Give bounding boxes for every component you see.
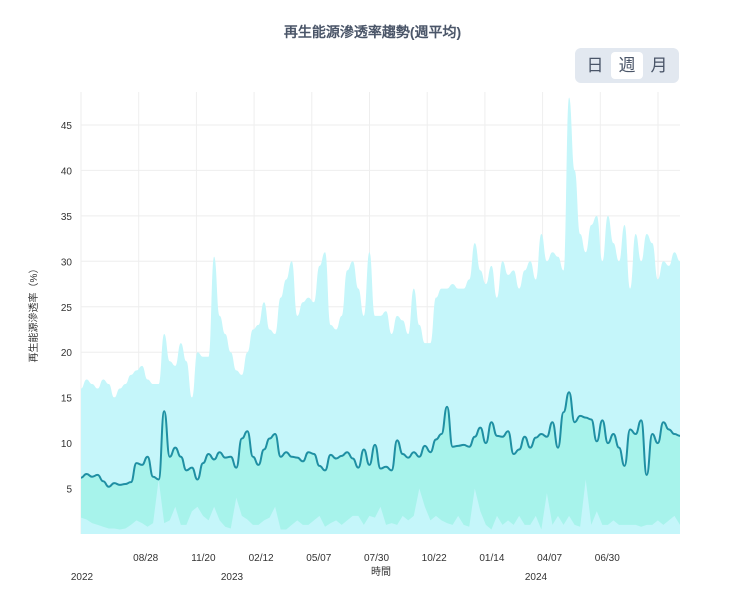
svg-text:11/20: 11/20 (191, 553, 216, 564)
x-axis: 08/28 11/20 02/12 05/07 07/30 10/22 01/14 04/07… (71, 553, 620, 583)
svg-text:05/07: 05/07 (306, 553, 331, 564)
svg-text:5: 5 (66, 485, 72, 496)
svg-text:08/28: 08/28 (133, 553, 158, 564)
svg-text:07/30: 07/30 (364, 553, 389, 564)
svg-text:35: 35 (61, 212, 73, 223)
x-axis-label: 時間 (371, 566, 391, 578)
svg-text:01/14: 01/14 (479, 553, 504, 564)
svg-text:06/30: 06/30 (595, 553, 620, 564)
svg-text:2023: 2023 (221, 572, 244, 583)
toggle-week[interactable]: 週 (611, 52, 643, 79)
svg-text:15: 15 (61, 394, 73, 405)
max-area (81, 97, 680, 535)
svg-text:2024: 2024 (525, 572, 548, 583)
toggle-month[interactable]: 月 (650, 56, 668, 75)
average-line (80, 391, 681, 488)
svg-text:40: 40 (61, 166, 73, 177)
svg-text:10: 10 (61, 439, 73, 450)
svg-text:20: 20 (61, 348, 73, 359)
period-toggle[interactable]: 日 週 月 (575, 48, 679, 83)
svg-text:30: 30 (61, 257, 73, 268)
band-area (81, 392, 680, 530)
svg-text:45: 45 (61, 121, 73, 132)
svg-text:02/12: 02/12 (249, 553, 274, 564)
svg-text:25: 25 (61, 303, 73, 314)
svg-text:10/22: 10/22 (422, 553, 447, 564)
toggle-day[interactable]: 日 (586, 56, 604, 75)
svg-text:04/07: 04/07 (537, 553, 562, 564)
y-axis: 5 10 15 20 25 30 35 40 45 (61, 121, 73, 496)
y-axis-label: 再生能源滲透率（%） (27, 264, 40, 363)
svg-text:2022: 2022 (71, 572, 94, 583)
chart-title: 再生能源滲透率趨勢(週平均) (283, 24, 462, 40)
